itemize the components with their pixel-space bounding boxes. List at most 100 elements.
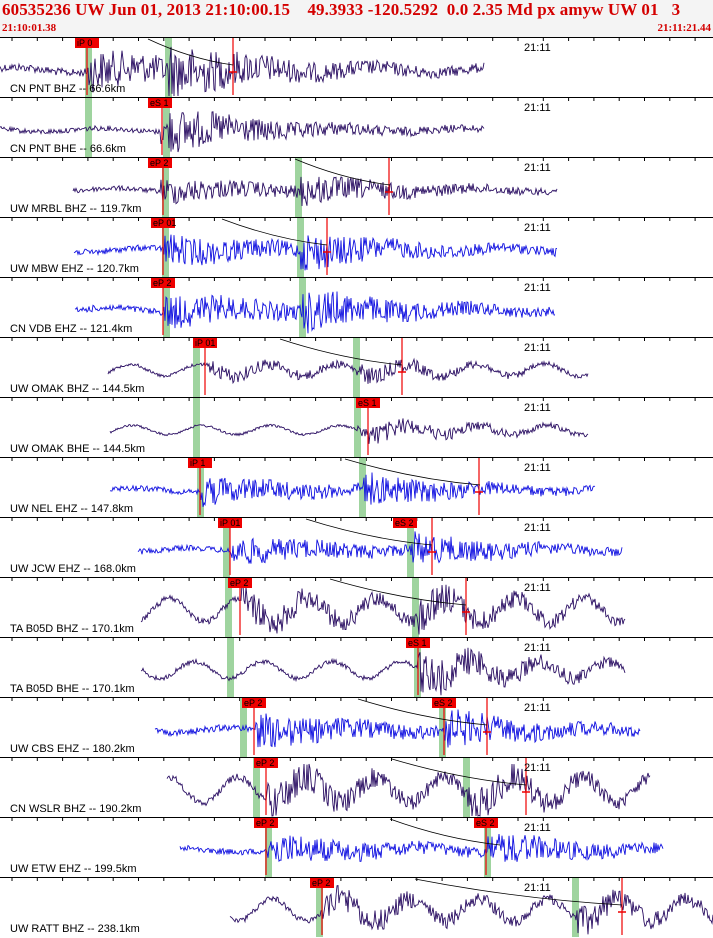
p-pick-label: eP 2 xyxy=(256,818,274,828)
header-bar: 60535236 UW Jun 01, 2013 21:10:00.15 49.… xyxy=(0,0,713,37)
p-pick-band xyxy=(163,278,170,337)
minute-label: 21:11 xyxy=(524,42,551,54)
s-pick-band xyxy=(412,578,419,637)
station-label: UW JCW EHZ -- 168.0km xyxy=(10,563,136,575)
station-label: CN PNT BHE -- 66.6km xyxy=(10,143,126,155)
travel-time-curve xyxy=(305,518,433,546)
s-pick-label: eS 2 xyxy=(476,818,495,828)
event-title: 60535236 UW Jun 01, 2013 21:10:00.15 49.… xyxy=(2,0,681,19)
p-pick-box[interactable] xyxy=(193,338,217,348)
s-pick-band xyxy=(353,338,360,397)
time-end-label: 21:11:21.44 xyxy=(657,22,711,34)
minute-label: 21:11 xyxy=(524,762,551,774)
waveform-trace xyxy=(109,472,596,508)
p-pick-band xyxy=(193,398,200,457)
p-pick-label: eP 2 xyxy=(312,878,330,888)
p-pick-label: iP 01 xyxy=(195,338,215,348)
travel-time-curve xyxy=(294,158,391,186)
p-pick-band xyxy=(223,518,230,577)
p-pick-box[interactable] xyxy=(218,518,242,528)
p-pick-label: eP 2 xyxy=(230,578,248,588)
minute-label: 21:11 xyxy=(524,702,551,714)
s-pick-band xyxy=(165,38,172,97)
p-pick-label: iP 01 xyxy=(220,518,240,528)
travel-time-curve xyxy=(279,338,403,366)
p-pick-band xyxy=(253,758,260,817)
station-label: CN PNT BHZ -- 66.6km xyxy=(10,83,125,95)
minute-label: 21:11 xyxy=(524,102,551,114)
p-pick-label: eS 1 xyxy=(408,638,427,648)
minute-label: 21:11 xyxy=(524,642,551,654)
minute-label: 21:11 xyxy=(524,822,551,834)
s-pick-band xyxy=(463,758,470,817)
station-label: UW MBW EHZ -- 120.7km xyxy=(10,263,139,275)
waveform-trace xyxy=(0,46,485,97)
waveform-trace xyxy=(109,418,589,444)
station-label: UW ETW EHZ -- 199.5km xyxy=(10,863,137,875)
s-pick-band xyxy=(572,878,579,937)
minute-label: 21:11 xyxy=(524,162,551,174)
travel-time-curve xyxy=(391,758,527,786)
p-pick-box[interactable] xyxy=(151,278,175,288)
station-label: UW OMAK BHE -- 144.5km xyxy=(10,443,145,455)
time-start-label: 21:10:01.38 xyxy=(2,22,57,34)
station-label: UW RATT BHZ -- 238.1km xyxy=(10,923,140,935)
waveform-trace xyxy=(140,647,626,696)
p-pick-label: eP 2 xyxy=(244,698,262,708)
station-label: UW CBS EHZ -- 180.2km xyxy=(10,743,135,755)
minute-label: 21:11 xyxy=(524,522,551,534)
p-pick-box[interactable] xyxy=(310,878,334,888)
p-pick-label: eP 2 xyxy=(153,278,171,288)
seismogram-panel[interactable]: iP 0 21:11 CN PNT BHZ -- 66.6km eS 1 21:11 CN… xyxy=(0,37,713,938)
travel-time-curve xyxy=(414,878,623,906)
station-label: CN VDB EHZ -- 121.4km xyxy=(10,323,132,335)
travel-time-curve xyxy=(221,218,328,246)
travel-time-curve xyxy=(329,578,467,606)
minute-label: 21:11 xyxy=(524,882,551,894)
minute-label: 21:11 xyxy=(524,582,551,594)
travel-time-curve xyxy=(357,698,488,726)
s-pick-band xyxy=(439,698,446,757)
p-pick-box[interactable] xyxy=(406,638,430,648)
p-pick-box[interactable] xyxy=(148,98,172,108)
p-pick-label: eP 2 xyxy=(256,758,274,768)
p-pick-label: eP 2 xyxy=(150,158,168,168)
travel-time-curve xyxy=(344,458,481,486)
waveform-trace xyxy=(154,709,641,748)
s-pick-label: eS 2 xyxy=(434,698,453,708)
s-pick-label: eS 2 xyxy=(395,518,414,528)
waveform-trace xyxy=(179,834,664,863)
station-label: UW NEL EHZ -- 147.8km xyxy=(10,503,133,515)
p-pick-label: iP 1 xyxy=(190,458,205,468)
p-pick-band xyxy=(227,638,234,697)
s-pick-band xyxy=(295,158,302,217)
p-pick-box[interactable] xyxy=(75,38,99,48)
p-pick-box[interactable] xyxy=(188,458,212,468)
p-pick-label: eS 1 xyxy=(358,398,377,408)
p-pick-box[interactable] xyxy=(148,158,172,168)
p-pick-band xyxy=(85,38,92,97)
station-label: TA B05D BHZ -- 170.1km xyxy=(10,623,134,635)
s-pick-box[interactable] xyxy=(432,698,456,708)
p-pick-box[interactable] xyxy=(254,818,278,828)
waveform-trace xyxy=(74,291,556,334)
p-pick-band xyxy=(162,158,169,217)
s-pick-box[interactable] xyxy=(474,818,498,828)
travel-time-curve xyxy=(389,818,501,846)
p-pick-box[interactable] xyxy=(228,578,252,588)
p-pick-box[interactable] xyxy=(151,218,175,228)
station-label: UW OMAK BHZ -- 144.5km xyxy=(10,383,144,395)
travel-time-curve xyxy=(147,38,234,66)
waveform-trace xyxy=(72,176,558,207)
station-label: CN WSLR BHZ -- 190.2km xyxy=(10,803,141,815)
minute-label: 21:11 xyxy=(524,342,551,354)
minute-label: 21:11 xyxy=(524,402,551,414)
p-pick-box[interactable] xyxy=(242,698,266,708)
p-pick-label: eS 1 xyxy=(150,98,169,108)
waveform-trace xyxy=(140,583,626,635)
s-pick-box[interactable] xyxy=(393,518,417,528)
p-pick-box[interactable] xyxy=(254,758,278,768)
p-pick-box[interactable] xyxy=(356,398,380,408)
p-pick-band xyxy=(193,338,200,397)
p-pick-band xyxy=(225,578,232,637)
